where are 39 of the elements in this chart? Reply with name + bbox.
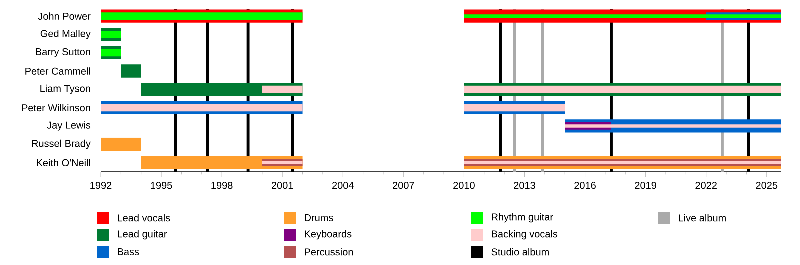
x-tick-label: 1998: [212, 182, 233, 190]
x-tick-label: 2001: [272, 182, 294, 190]
y-tick-label: Liam Tyson: [40, 84, 90, 94]
x-tick-label: 2010: [454, 182, 475, 190]
y-tick-label: Peter Cammell: [26, 68, 90, 75]
y-tick-label: Jay Lewis: [47, 122, 91, 131]
x-tick-label: 2013: [514, 182, 536, 190]
x-tick-label: 2007: [393, 182, 414, 190]
legend-label: Bass: [118, 248, 140, 256]
legend-label: Live album: [679, 214, 726, 222]
bar: [464, 104, 566, 112]
legend-label: Keyboards: [305, 230, 352, 240]
legend-label: Rhythm guitar: [492, 213, 554, 223]
bar: [464, 86, 781, 94]
x-tick-label: 2022: [696, 182, 717, 190]
x-tick-label: 2004: [332, 182, 354, 190]
y-tick-label: John Power: [38, 12, 91, 20]
bar: [464, 14, 781, 18]
legend-label: Lead guitar: [118, 230, 168, 240]
x-tick-label: 2019: [635, 182, 656, 190]
legend-label: Backing vocals: [492, 230, 558, 240]
x-tick-label: 2016: [574, 182, 596, 190]
bar: [101, 138, 142, 152]
x-tick-label: 1995: [151, 182, 172, 190]
bar: [101, 12, 303, 20]
bar: [101, 49, 122, 57]
x-tick-label: 2025: [756, 182, 778, 190]
y-tick-label: Russel Brady: [32, 140, 91, 150]
legend-label: Percussion: [305, 248, 354, 256]
y-tick-label: Keith O'Neill: [37, 159, 90, 167]
x-tick-label: 1992: [90, 182, 112, 190]
legend-label: Lead vocals: [118, 214, 170, 222]
y-tick-label: Barry Sutton: [36, 48, 90, 58]
legend-label: Drums: [305, 214, 334, 222]
y-tick-label: Peter Wilkinson: [22, 104, 90, 112]
legend-label: Studio album: [492, 248, 549, 256]
y-tick-label: Ged Malley: [40, 30, 91, 40]
bar: [121, 64, 142, 78]
bar: [101, 30, 122, 38]
